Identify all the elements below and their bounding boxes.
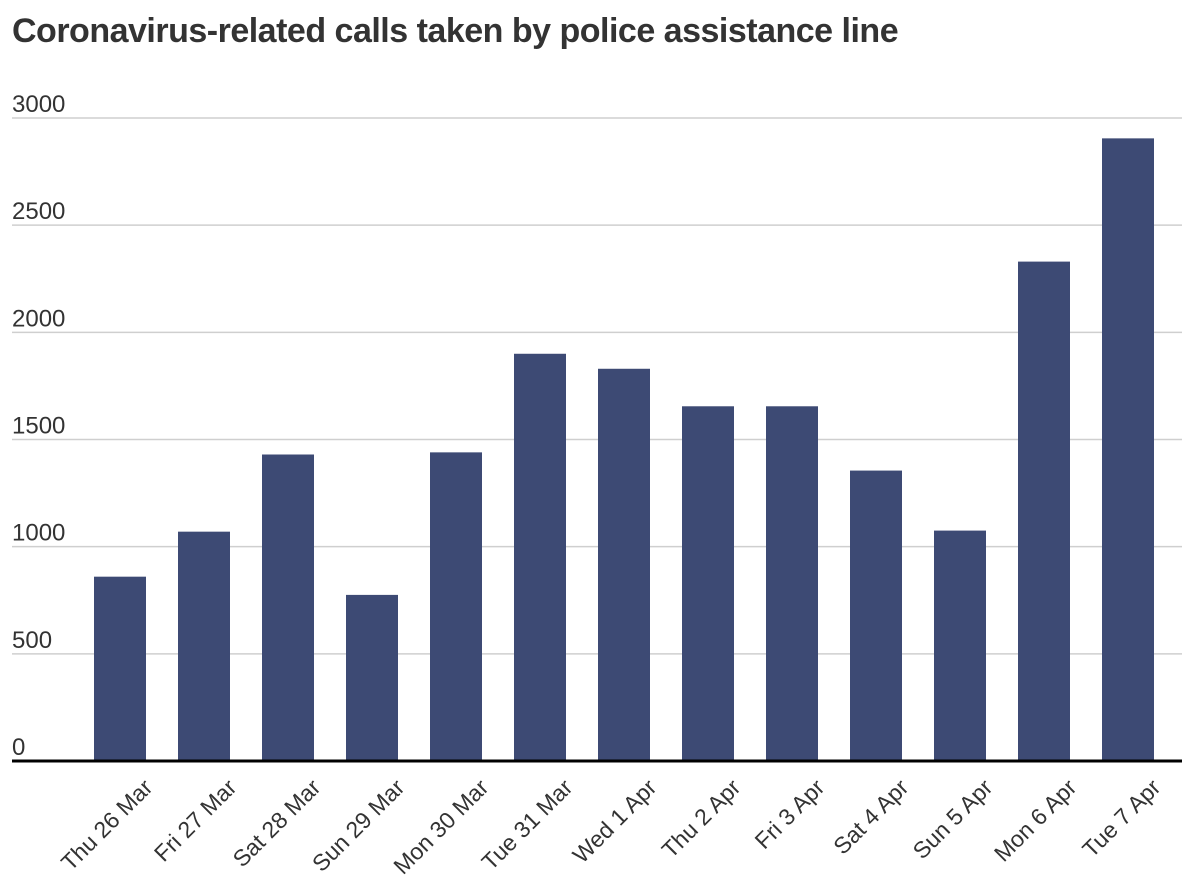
bar bbox=[766, 406, 818, 761]
bar bbox=[94, 576, 146, 761]
bar bbox=[1018, 261, 1070, 761]
y-tick-label: 2500 bbox=[12, 198, 65, 225]
bar bbox=[346, 594, 398, 761]
chart-title: Coronavirus-related calls taken by polic… bbox=[12, 12, 899, 50]
x-tick-label: Tue 31 Mar bbox=[476, 774, 577, 875]
y-tick-label: 2000 bbox=[12, 305, 65, 332]
bar bbox=[178, 531, 230, 761]
bar bbox=[262, 454, 314, 761]
bar bbox=[430, 452, 482, 761]
bar bbox=[514, 353, 566, 761]
y-axis-ticks: 0 500 1000 1500 2000 2500 3000 bbox=[12, 91, 65, 761]
x-tick-label: Tue 7 Apr bbox=[1077, 774, 1166, 863]
y-tick-label: 0 bbox=[12, 734, 25, 761]
bars bbox=[94, 138, 1154, 761]
y-tick-label: 3000 bbox=[12, 91, 65, 118]
bar bbox=[934, 530, 986, 761]
x-tick-label: Thu 2 Apr bbox=[657, 774, 746, 863]
x-tick-label: Fri 3 Apr bbox=[750, 774, 830, 854]
bar bbox=[850, 470, 902, 761]
x-tick-label: Sun 5 Apr bbox=[908, 774, 998, 864]
y-tick-label: 1500 bbox=[12, 413, 65, 440]
bar bbox=[1102, 138, 1154, 761]
x-tick-label: Thu 26 Mar bbox=[56, 774, 158, 876]
bar bbox=[598, 368, 650, 761]
y-tick-label: 1000 bbox=[12, 520, 65, 547]
x-tick-label: Sat 4 Apr bbox=[828, 774, 914, 860]
x-tick-label: Wed 1 Apr bbox=[567, 774, 661, 868]
bar bbox=[682, 406, 734, 761]
x-tick-label: Mon 6 Apr bbox=[989, 774, 1082, 867]
y-tick-label: 500 bbox=[12, 627, 52, 654]
